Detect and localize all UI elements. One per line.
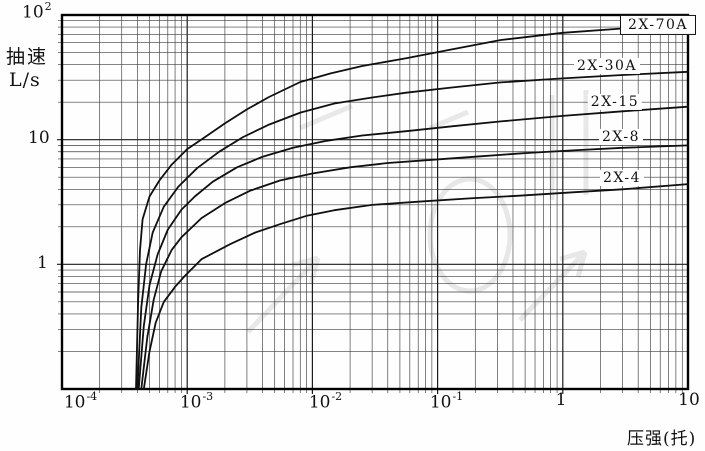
watermark-arrow <box>518 249 588 322</box>
x-tick-1: 1 <box>555 390 567 410</box>
watermark-ellipse <box>427 176 513 294</box>
curve-2x-4 <box>142 183 689 390</box>
y-tick-100: 102 <box>22 0 52 23</box>
y-axis-unit: L/s <box>9 69 41 91</box>
x-tick-1e-4: 10-4 <box>63 390 98 413</box>
y-tick-10: 10 <box>28 128 50 148</box>
curve-label-2x-15: 2X-15 <box>587 93 643 111</box>
curve-2x-30a <box>136 70 689 390</box>
curve-label-2x-30a: 2X-30A <box>573 57 641 75</box>
curve-2x-8 <box>140 144 689 390</box>
curve-2x-70a <box>135 24 689 390</box>
x-tick-1e-2: 10-2 <box>308 390 343 413</box>
curve-label-2x-70a: 2X-70A <box>619 14 697 36</box>
plot-border <box>60 13 690 391</box>
x-axis-title: 压强(托) <box>627 429 697 449</box>
watermark-strokes <box>299 103 469 131</box>
x-tick-1e-1: 10-1 <box>429 390 464 413</box>
x-tick-1e-3: 10-3 <box>179 390 214 413</box>
y-axis-title: 抽速 <box>6 46 49 68</box>
watermark <box>246 90 589 334</box>
curve-label-2x-4: 2X-4 <box>599 169 645 187</box>
grid-major-lines <box>57 15 688 394</box>
curve-2x-15 <box>137 105 689 390</box>
speed-curves <box>135 24 689 390</box>
watermark-arrow <box>246 255 321 334</box>
x-tick-10: 10 <box>678 390 700 410</box>
curve-label-2x-8: 2X-8 <box>598 128 644 146</box>
y-tick-1: 1 <box>37 253 48 273</box>
